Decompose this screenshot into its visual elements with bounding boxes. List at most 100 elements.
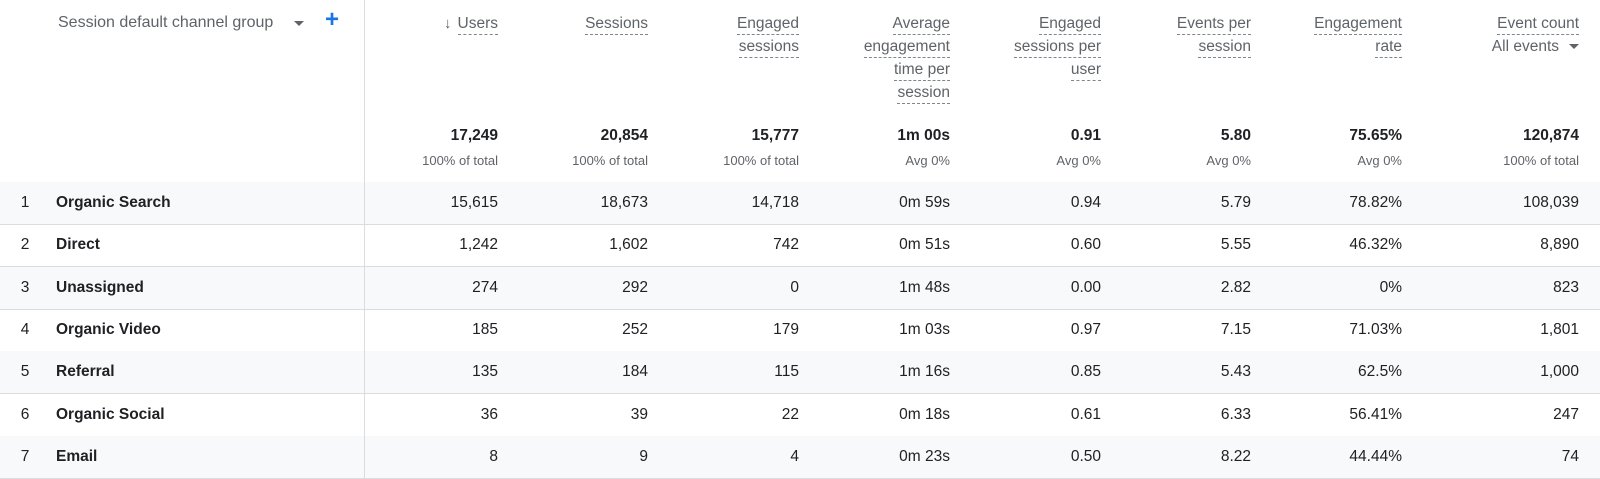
metric-cell: 62.5% bbox=[1358, 363, 1402, 381]
metric-name[interactable]: Engaged sessions bbox=[736, 12, 799, 58]
metric-name-line: Events per bbox=[1176, 13, 1251, 35]
metric-total: 20,854 bbox=[600, 127, 648, 144]
metric-cell: 8,890 bbox=[1540, 236, 1579, 254]
metric-cell: 0.00 bbox=[1070, 278, 1101, 296]
table-row[interactable]: 4 Organic Video 185 252 179 1m 03s 0.97 7.15 71.… bbox=[0, 308, 1600, 352]
metric-header[interactable]: ↓ Users 17,249 100% of total bbox=[358, 0, 498, 182]
metric-header[interactable]: Engaged sessions 15,777 100% of total bbox=[659, 0, 799, 182]
metric-cell: 0m 18s bbox=[899, 405, 950, 423]
metric-cell: 1m 16s bbox=[899, 363, 950, 381]
metric-name-line: engagement bbox=[863, 36, 950, 58]
metric-cell: 0.50 bbox=[1070, 447, 1101, 465]
metric-total: 1m 00s bbox=[897, 127, 950, 144]
caret-down-icon[interactable] bbox=[294, 21, 304, 26]
metric-cell: 18,673 bbox=[600, 194, 648, 211]
metric-name[interactable]: Sessions bbox=[585, 12, 648, 35]
metric-cell: 5.79 bbox=[1220, 194, 1251, 211]
metric-name-line: user bbox=[1070, 59, 1101, 81]
metric-cell: 115 bbox=[774, 363, 799, 381]
metric-cell: 0.60 bbox=[1070, 236, 1101, 254]
caret-down-icon[interactable] bbox=[1569, 44, 1579, 50]
metric-cell: 135 bbox=[472, 363, 498, 381]
metric-cell: 1,000 bbox=[1540, 363, 1579, 381]
metric-cell: 742 bbox=[773, 236, 799, 254]
table-row[interactable]: 6 Organic Social 36 39 22 0m 18s 0.61 6.33 56.41… bbox=[0, 393, 1600, 437]
table-row[interactable]: 1 Organic Search 15,615 18,673 14,718 0m 59s 0… bbox=[0, 182, 1600, 225]
event-filter-label: All events bbox=[1491, 38, 1559, 55]
dimension-selector-label[interactable]: Session default channel group bbox=[58, 14, 274, 31]
metric-cell: 8 bbox=[489, 447, 498, 465]
metric-cell: 0m 59s bbox=[899, 194, 950, 211]
metric-header[interactable]: Average engagement time per session 1m 00s Av… bbox=[810, 0, 950, 182]
metric-total: 15,777 bbox=[751, 127, 799, 144]
table-row[interactable]: 7 Email 8 9 4 0m 23s 0.50 8.22 44.44% 74 bbox=[0, 435, 1600, 479]
metric-header[interactable]: Events per session 5.80 Avg 0% bbox=[1111, 0, 1251, 182]
metric-cell: 0.61 bbox=[1070, 405, 1101, 423]
metric-cell: 0% bbox=[1379, 278, 1402, 296]
table-header: Session default channel group + ↓ Users 17… bbox=[0, 0, 1600, 183]
metric-header[interactable]: Engagement rate 75.65% Avg 0% bbox=[1262, 0, 1402, 182]
metric-cell: 1m 03s bbox=[899, 320, 950, 338]
metric-name-line: rate bbox=[1375, 36, 1402, 58]
metric-cell: 252 bbox=[622, 320, 648, 338]
row-index: 3 bbox=[20, 278, 30, 296]
metric-cell: 292 bbox=[622, 278, 648, 296]
metric-name[interactable]: Events per session bbox=[1176, 12, 1251, 58]
metric-name[interactable]: Event count bbox=[1497, 12, 1579, 35]
metric-total-subtext: 100% of total bbox=[572, 153, 648, 168]
metric-cell: 0 bbox=[790, 278, 799, 296]
channel-name: Direct bbox=[56, 236, 100, 254]
metric-name[interactable]: ↓ Users bbox=[444, 12, 498, 35]
channel-name: Email bbox=[56, 447, 98, 465]
metric-cell: 2.82 bbox=[1220, 278, 1251, 296]
metric-cell: 6.33 bbox=[1220, 405, 1251, 423]
metric-cell: 0.97 bbox=[1070, 320, 1101, 338]
metric-name[interactable]: Engaged sessions per user bbox=[1013, 12, 1101, 81]
table-row[interactable]: 3 Unassigned 274 292 0 1m 48s 0.00 2.82 0% 823 bbox=[0, 266, 1600, 310]
metric-cell: 7.15 bbox=[1220, 320, 1251, 338]
event-filter-dropdown[interactable]: All events bbox=[1492, 38, 1579, 56]
column-divider bbox=[364, 266, 365, 309]
metric-cell: 14,718 bbox=[751, 194, 799, 211]
metric-cell: 179 bbox=[773, 320, 799, 338]
metric-cell: 823 bbox=[1553, 278, 1579, 296]
metric-cell: 56.41% bbox=[1349, 405, 1402, 423]
row-index: 7 bbox=[20, 447, 30, 465]
channel-name: Organic Video bbox=[56, 320, 161, 338]
sort-descending-icon[interactable]: ↓ bbox=[444, 15, 452, 32]
table-row[interactable]: 2 Direct 1,242 1,602 742 0m 51s 0.60 5.55 46.32%… bbox=[0, 224, 1600, 268]
metric-cell: 5.43 bbox=[1220, 363, 1251, 381]
metric-cell: 22 bbox=[781, 405, 799, 423]
metric-cell: 0.94 bbox=[1070, 194, 1101, 211]
metric-cell: 36 bbox=[480, 405, 498, 423]
metric-cell: 39 bbox=[630, 405, 648, 423]
metric-cell: 74 bbox=[1561, 447, 1579, 465]
table-row[interactable]: 5 Referral 135 184 115 1m 16s 0.85 5.43 62.5% 1,0… bbox=[0, 351, 1600, 395]
metric-name-line: Event count bbox=[1497, 13, 1579, 35]
metric-name-line: Users bbox=[457, 13, 498, 35]
metric-header[interactable]: Sessions 20,854 100% of total bbox=[508, 0, 648, 182]
metric-total-subtext: Avg 0% bbox=[1056, 153, 1101, 168]
metric-cell: 1m 48s bbox=[899, 278, 950, 296]
row-index: 4 bbox=[20, 320, 30, 338]
column-divider bbox=[364, 308, 365, 351]
metric-total-subtext: 100% of total bbox=[422, 153, 498, 168]
metric-header[interactable]: Engaged sessions per user 0.91 Avg 0% bbox=[961, 0, 1101, 182]
channel-name: Organic Search bbox=[56, 194, 171, 211]
metric-total-subtext: 100% of total bbox=[723, 153, 799, 168]
metric-cell: 1,801 bbox=[1540, 320, 1579, 338]
metric-cell: 0m 23s bbox=[899, 447, 950, 465]
metric-name[interactable]: Average engagement time per session bbox=[863, 12, 950, 104]
row-index: 2 bbox=[20, 236, 30, 254]
metric-cell: 44.44% bbox=[1349, 447, 1402, 465]
metric-cell: 184 bbox=[622, 363, 648, 381]
metric-name-line: sessions per bbox=[1013, 36, 1101, 58]
metric-cell: 8.22 bbox=[1220, 447, 1251, 465]
column-divider bbox=[364, 224, 365, 267]
plus-icon[interactable]: + bbox=[324, 6, 339, 33]
metric-cell: 78.82% bbox=[1349, 194, 1402, 211]
metric-header[interactable]: Event count All events 120,874 100% of tota… bbox=[1439, 0, 1579, 182]
metric-total-subtext: Avg 0% bbox=[905, 153, 950, 168]
metric-name[interactable]: Engagement rate bbox=[1314, 12, 1402, 58]
